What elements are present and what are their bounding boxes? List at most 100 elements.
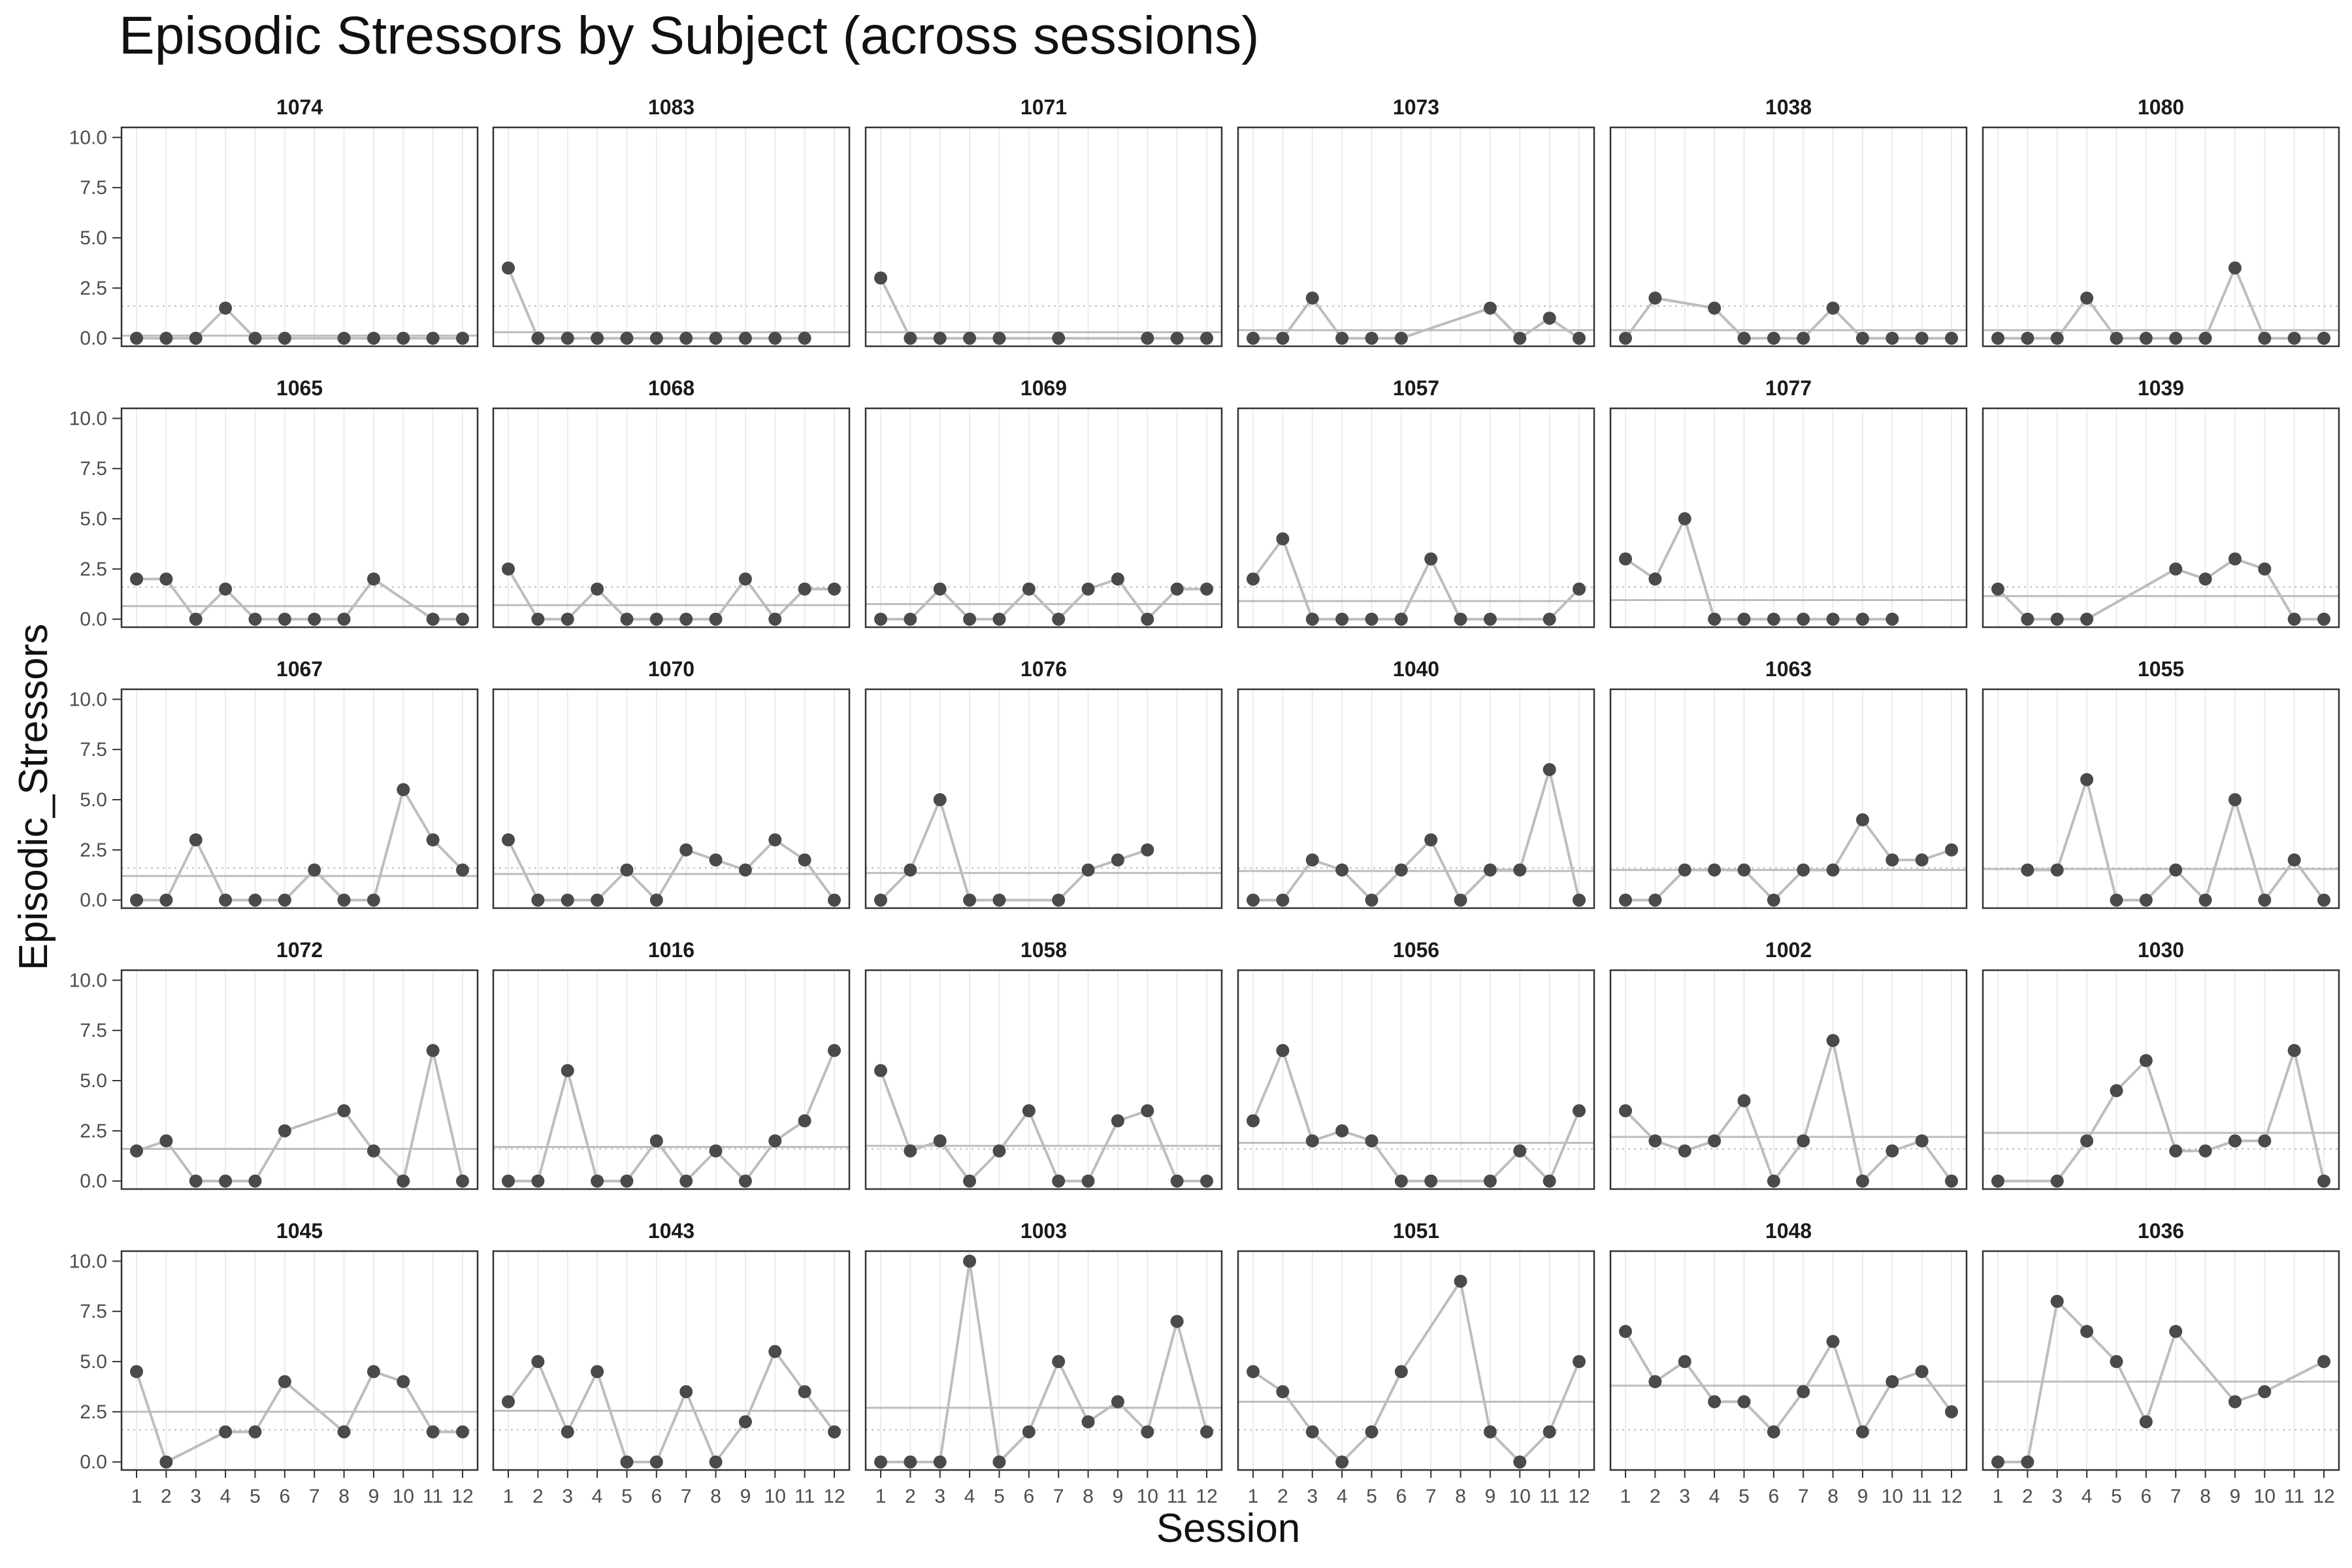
data-point [248, 893, 262, 907]
x-tick-label: 10 [1882, 1486, 1903, 1507]
data-point [1543, 1425, 1556, 1439]
x-tick-label: 9 [2230, 1486, 2241, 1507]
data-point [337, 1104, 351, 1118]
data-point [367, 1365, 380, 1379]
data-point [248, 1174, 262, 1188]
data-point [248, 1425, 262, 1439]
data-point [2169, 1324, 2183, 1338]
data-point [992, 893, 1006, 907]
facet-panel-1065: 1065 0.0 2.5 5.0 7.5 10.0 [69, 376, 479, 630]
panel-frame [1609, 688, 1968, 909]
panel-strip-label: 1080 [2138, 95, 2184, 119]
x-tick-label: 11 [1167, 1486, 1187, 1507]
data-point [278, 612, 291, 626]
data-point [1945, 1405, 1958, 1418]
data-point [992, 612, 1006, 626]
data-point [130, 1144, 143, 1158]
data-point [591, 1365, 604, 1379]
data-point [1619, 1104, 1632, 1118]
data-point [679, 331, 693, 345]
facet-panel-1055: 1055 [1982, 657, 2340, 909]
panel-frame [1609, 1250, 1968, 1471]
data-point [828, 1425, 841, 1439]
panel-frame [1982, 1250, 2340, 1471]
data-point [2080, 1324, 2094, 1338]
x-tick-label: 8 [338, 1486, 350, 1507]
data-point [1081, 863, 1095, 877]
data-point [189, 833, 203, 847]
data-point [1573, 1104, 1586, 1118]
x-tick-label: 11 [2284, 1486, 2304, 1507]
data-point [1648, 291, 1662, 305]
data-point [1335, 863, 1349, 877]
facet-panel-1039: 1039 [1982, 376, 2340, 629]
data-point [933, 793, 947, 807]
data-point [992, 1455, 1006, 1469]
data-point [1797, 1385, 1810, 1399]
data-point [1170, 1315, 1184, 1328]
data-point [2139, 893, 2153, 907]
y-tick-label: 5.0 [80, 227, 107, 249]
data-point [2287, 853, 2301, 867]
series-line [1624, 517, 1893, 621]
y-tick-label: 7.5 [80, 177, 107, 199]
data-point [1141, 1104, 1154, 1118]
series-line [1997, 557, 2324, 621]
data-point [2258, 1134, 2272, 1148]
data-point [1052, 893, 1066, 907]
x-tick-label: 4 [2082, 1486, 2093, 1507]
data-point [649, 893, 663, 907]
data-point [2169, 331, 2183, 345]
data-point [1394, 331, 1408, 345]
data-point [1305, 1134, 1319, 1148]
data-point [992, 331, 1006, 345]
data-point [2169, 562, 2183, 576]
data-point [337, 893, 351, 907]
data-point [1855, 1174, 1869, 1188]
data-point [1335, 1455, 1349, 1469]
y-tick-label: 10.0 [69, 1250, 107, 1272]
data-point [679, 1174, 693, 1188]
data-point [2169, 1144, 2183, 1158]
y-tick-label: 0.0 [80, 1452, 107, 1473]
facet-panel-1063: 1063 [1609, 657, 1968, 909]
data-point [620, 863, 634, 877]
panel-strip-label: 1083 [648, 95, 694, 119]
data-point [1678, 512, 1691, 526]
data-point [2228, 552, 2242, 566]
data-point [2228, 1134, 2242, 1148]
data-point [2080, 1134, 2094, 1148]
y-tick-label: 5.0 [80, 1070, 107, 1092]
y-tick-label: 2.5 [80, 1401, 107, 1423]
facet-panel-1074: 1074 0.0 2.5 5.0 7.5 10.0 [69, 95, 479, 350]
panel-frame [1609, 407, 1968, 629]
data-point [531, 331, 545, 345]
data-point [798, 582, 811, 596]
panel-frame [864, 969, 1223, 1190]
panel-strip-label: 1077 [1765, 376, 1812, 400]
x-tick-label: 6 [651, 1486, 662, 1507]
facet-panel-1072: 1072 0.0 2.5 5.0 7.5 10.0 [69, 938, 479, 1192]
y-axis-label: Episodic_Stressors [11, 624, 56, 971]
data-point [456, 1174, 469, 1188]
series-line [1625, 818, 1952, 902]
series-line [1624, 1039, 1953, 1183]
data-point [1886, 1144, 1899, 1158]
data-point [768, 1345, 782, 1358]
panel-frame [864, 407, 1223, 629]
data-point [1141, 331, 1154, 345]
x-tick-label: 7 [1426, 1486, 1437, 1507]
data-point [1708, 301, 1722, 315]
data-point [1335, 1124, 1349, 1137]
data-point [1797, 331, 1810, 345]
panel-strip-label: 1043 [648, 1219, 694, 1243]
y-tick-label: 0.0 [80, 1171, 107, 1192]
data-point [1141, 1425, 1154, 1439]
data-point [397, 1375, 410, 1388]
facet-panel-1070: 1070 [492, 657, 851, 909]
data-point [591, 331, 604, 345]
panel-frame [864, 688, 1223, 909]
data-point [709, 1144, 723, 1158]
